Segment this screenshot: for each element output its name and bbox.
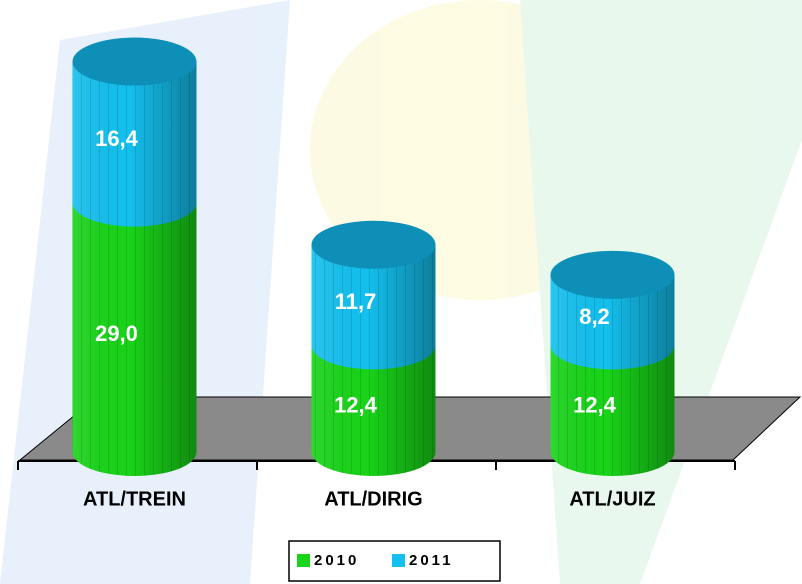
x-tick-label: ATL/DIRIG bbox=[324, 488, 423, 510]
cylinder: 12,4 8,2 bbox=[550, 250, 675, 476]
value-label: 8,2 bbox=[579, 304, 610, 329]
value-label: 12,4 bbox=[573, 392, 617, 417]
segment-stripes bbox=[72, 202, 197, 476]
segment-stripes bbox=[550, 274, 675, 370]
value-label: 11,7 bbox=[335, 289, 377, 314]
cylinder: 29,0 16,4 bbox=[72, 37, 197, 476]
legend-label: 2011 bbox=[409, 552, 454, 569]
segment-stripes bbox=[311, 345, 436, 476]
cylinder: 12,4 11,7 bbox=[311, 220, 436, 476]
value-label: 29,0 bbox=[95, 321, 138, 346]
cylinder-top bbox=[550, 250, 675, 299]
value-label: 16,4 bbox=[95, 126, 139, 151]
legend-swatch bbox=[392, 554, 405, 567]
x-tick-label: ATL/TREIN bbox=[83, 488, 186, 510]
segment-stripes bbox=[72, 61, 197, 227]
value-label: 12,4 bbox=[334, 392, 378, 417]
legend-swatch bbox=[297, 554, 310, 567]
segment-stripes bbox=[311, 244, 436, 370]
cylinder-top bbox=[72, 37, 197, 86]
legend-label: 2010 bbox=[314, 552, 359, 569]
segment-stripes bbox=[550, 345, 675, 476]
cylinder-top bbox=[311, 220, 436, 269]
x-tick-label: ATL/JUIZ bbox=[569, 488, 655, 510]
